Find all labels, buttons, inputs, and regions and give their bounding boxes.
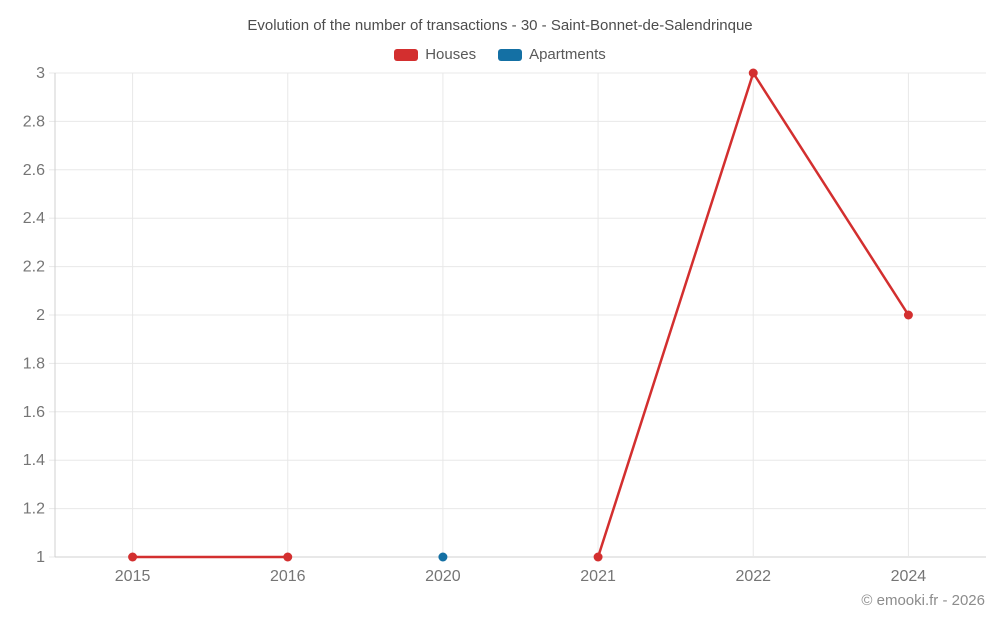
y-tick-label: 1.2 xyxy=(23,501,45,518)
data-point-houses[interactable] xyxy=(903,310,913,320)
apartments-swatch-icon xyxy=(498,48,523,61)
data-point-houses[interactable] xyxy=(593,552,603,562)
y-tick-label: 2.8 xyxy=(23,113,45,130)
legend-item-apartments[interactable]: Apartments xyxy=(498,46,606,63)
legend-label-apartments: Apartments xyxy=(529,46,606,63)
y-tick-label: 1.4 xyxy=(23,452,45,469)
x-tick-label: 2022 xyxy=(735,568,771,585)
y-tick-label: 1.6 xyxy=(23,404,45,421)
data-point-apartments[interactable] xyxy=(438,552,448,562)
x-tick-label: 2024 xyxy=(891,568,927,585)
data-point-houses[interactable] xyxy=(128,552,138,562)
legend-item-houses[interactable]: Houses xyxy=(394,46,476,63)
legend-label-houses: Houses xyxy=(425,46,477,63)
legend: Houses Apartments xyxy=(0,46,1000,63)
y-tick-label: 2.6 xyxy=(23,162,45,179)
houses-swatch-icon xyxy=(394,48,419,61)
copyright: © emooki.fr - 2026 xyxy=(861,592,985,609)
data-point-houses[interactable] xyxy=(748,68,758,78)
data-point-houses[interactable] xyxy=(283,552,293,562)
x-tick-label: 2020 xyxy=(425,568,461,585)
x-tick-label: 2016 xyxy=(270,568,306,585)
x-tick-label: 2021 xyxy=(580,568,616,585)
x-tick-label: 2015 xyxy=(115,568,151,585)
y-tick-label: 2.4 xyxy=(23,210,45,227)
chart-title: Evolution of the number of transactions … xyxy=(247,17,753,34)
y-tick-label: 3 xyxy=(36,65,45,82)
y-tick-label: 1 xyxy=(36,549,45,566)
y-tick-label: 2 xyxy=(36,307,45,324)
y-tick-label: 1.8 xyxy=(23,355,45,372)
y-tick-label: 2.2 xyxy=(23,259,45,276)
